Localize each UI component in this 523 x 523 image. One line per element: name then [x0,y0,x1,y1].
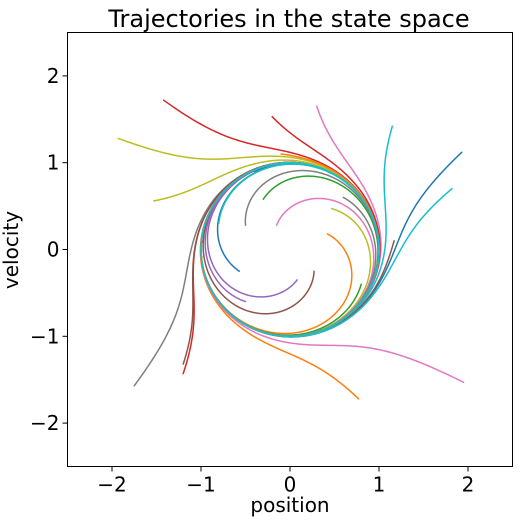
x-tick-label: 2 [462,473,475,497]
y-axis-ticks: −2 −1 0 1 2 [30,64,68,435]
trajectory-line [162,99,381,338]
trajectory-line [200,115,381,338]
trajectories-group [117,99,465,400]
x-tick-label: 1 [373,473,386,497]
trajectory-line [200,161,453,338]
x-tick-label: −1 [186,473,215,497]
trajectory-line [200,161,380,338]
y-axis-label: velocity [0,211,23,289]
chart-title: Trajectories in the state space [107,5,469,33]
y-tick-label: −2 [30,411,59,435]
trajectory-line [199,161,465,384]
y-tick-label: −1 [30,324,59,348]
x-axis-ticks: −2 −1 0 1 2 [97,466,475,497]
trajectory-line [133,161,380,387]
y-tick-label: 1 [47,151,60,175]
x-axis-label: position [250,493,329,517]
plot-frame [67,32,513,467]
x-tick-label: 0 [284,473,297,497]
x-tick-label: −2 [97,473,126,497]
trajectory-line [153,159,380,338]
y-tick-label: 0 [47,238,60,262]
y-tick-label: 2 [47,64,60,88]
